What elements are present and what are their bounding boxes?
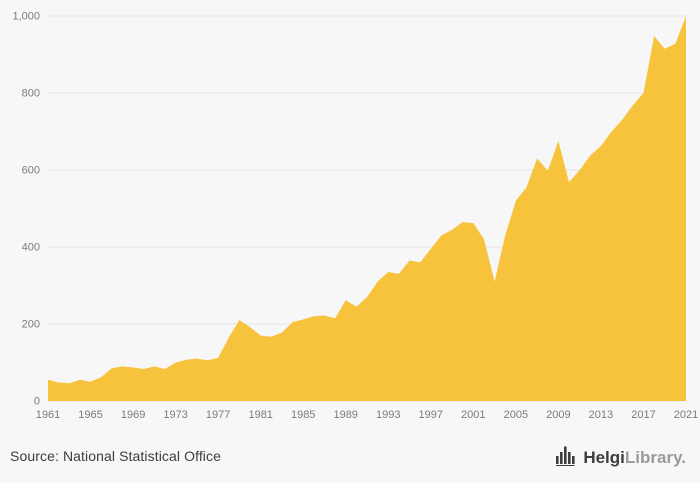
svg-text:800: 800 (22, 88, 40, 100)
svg-text:1981: 1981 (248, 409, 272, 421)
svg-text:2021: 2021 (674, 409, 698, 421)
svg-text:2009: 2009 (546, 409, 570, 421)
chart-canvas: 0 200 400 600 800 1,000 1961 1965 1969 1973 1977 19… (12, 11, 698, 422)
svg-text:2001: 2001 (461, 409, 485, 421)
svg-text:0: 0 (34, 396, 40, 408)
svg-text:1969: 1969 (121, 409, 145, 421)
area-chart: 0 200 400 600 800 1,000 1961 1965 1969 1973 1977 19… (12, 11, 698, 422)
brand-helgi: Helgi (583, 447, 625, 467)
brand-wordmark: HelgiLibrary. (583, 449, 686, 466)
svg-text:200: 200 (22, 319, 40, 331)
svg-text:1997: 1997 (419, 409, 443, 421)
brand-library: Library (624, 447, 682, 467)
svg-text:1,000: 1,000 (12, 11, 40, 23)
svg-text:600: 600 (22, 165, 40, 177)
library-building-icon (555, 445, 577, 466)
svg-text:1965: 1965 (78, 409, 102, 421)
svg-text:1973: 1973 (163, 409, 187, 421)
svg-text:1961: 1961 (36, 409, 60, 421)
svg-text:1993: 1993 (376, 409, 400, 421)
source-label: Source: National Statistical Office (10, 447, 222, 464)
svg-text:2005: 2005 (504, 409, 528, 421)
svg-text:1989: 1989 (333, 409, 357, 421)
svg-text:400: 400 (22, 242, 40, 254)
svg-text:2013: 2013 (589, 409, 613, 421)
svg-text:1977: 1977 (206, 409, 230, 421)
svg-text:1985: 1985 (291, 409, 315, 421)
brand-period: . (681, 447, 686, 467)
helgi-library-logo[interactable]: HelgiLibrary. (555, 445, 686, 466)
svg-text:2017: 2017 (631, 409, 655, 421)
chart-footer: Source: National Statistical Office Helg… (0, 428, 700, 483)
